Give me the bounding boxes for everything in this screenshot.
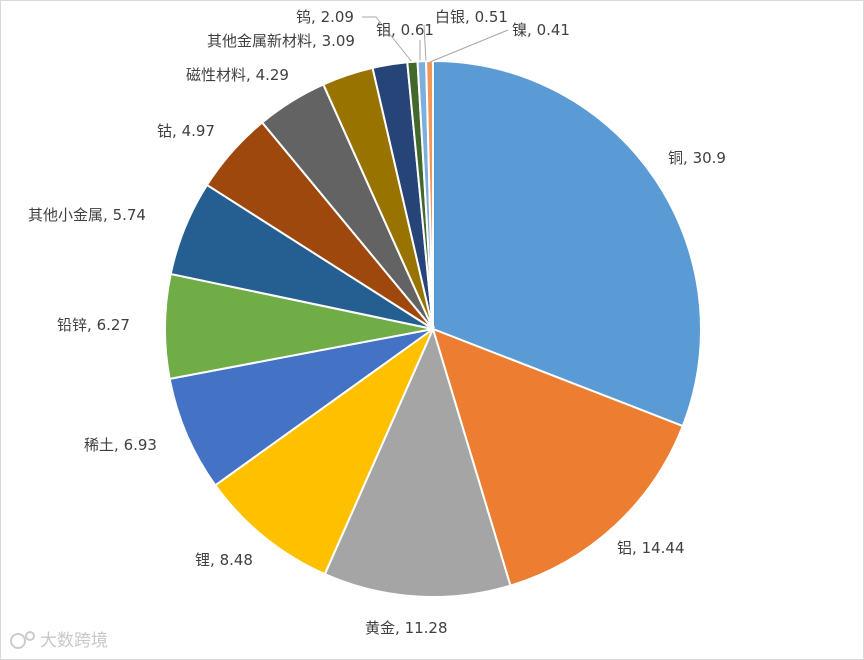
value-label: 3.09 — [322, 32, 355, 50]
category-label: 铅锌 — [57, 316, 87, 334]
value-label: 30.9 — [693, 149, 726, 167]
data-label: 磁性材料, 4.29 — [186, 66, 289, 84]
watermark-icon — [10, 631, 35, 649]
data-label: 镍, 0.41 — [512, 21, 570, 39]
value-label: 6.93 — [124, 436, 157, 454]
label-separator: , — [87, 316, 97, 334]
data-label: 其他小金属, 5.74 — [28, 206, 146, 224]
value-label: 8.48 — [220, 551, 253, 569]
data-label: 钨, 2.09 — [296, 8, 354, 26]
value-label: 0.41 — [537, 21, 570, 39]
data-label: 锂, 8.48 — [195, 551, 253, 569]
label-separator: , — [246, 66, 256, 84]
label-separator: , — [103, 206, 113, 224]
category-label: 其他金属新材料 — [207, 32, 312, 50]
category-label: 钴 — [157, 122, 172, 140]
pie-slice — [431, 327, 685, 587]
label-separator: , — [172, 122, 182, 140]
category-label: 钨 — [296, 8, 311, 26]
leader-line — [429, 29, 509, 63]
data-label: 铝, 14.44 — [617, 539, 685, 557]
data-label: 铜, 30.9 — [668, 149, 726, 167]
category-label: 锂 — [195, 551, 210, 569]
label-separator: , — [311, 8, 321, 26]
category-label: 磁性材料 — [186, 66, 246, 84]
label-separator: , — [465, 8, 475, 26]
label-separator: , — [632, 539, 642, 557]
label-separator: , — [312, 32, 322, 50]
data-label: 铅锌, 6.27 — [57, 316, 130, 334]
category-label: 镍 — [512, 21, 527, 39]
pie-slice — [432, 59, 702, 428]
category-label: 钼 — [376, 21, 391, 39]
pie-slice — [323, 326, 512, 598]
data-label: 黄金, 11.28 — [365, 619, 448, 637]
label-separator: , — [527, 21, 537, 39]
pie-slice — [168, 328, 434, 487]
value-label: 6.27 — [97, 316, 130, 334]
category-label: 铝 — [617, 539, 632, 557]
pie-slice — [213, 326, 436, 576]
value-label: 11.28 — [405, 619, 448, 637]
data-label: 钴, 4.97 — [157, 122, 215, 140]
data-label: 其他金属新材料, 3.09 — [207, 32, 355, 50]
data-label: 稀土, 6.93 — [84, 436, 157, 454]
value-label: 4.29 — [256, 66, 289, 84]
label-separator: , — [395, 619, 405, 637]
value-label: 4.97 — [182, 122, 215, 140]
value-label: 14.44 — [642, 539, 685, 557]
label-separator: , — [683, 149, 693, 167]
data-label: 钼, 0.61 — [376, 21, 434, 39]
value-label: 0.61 — [401, 21, 434, 39]
category-label: 白银 — [435, 8, 465, 26]
value-label: 2.09 — [321, 8, 354, 26]
category-label: 黄金 — [365, 619, 395, 637]
leader-line — [423, 24, 427, 63]
value-label: 5.74 — [113, 206, 146, 224]
category-label: 稀土 — [84, 436, 114, 454]
category-label: 其他小金属 — [28, 206, 103, 224]
category-label: 铜 — [668, 149, 683, 167]
data-label: 白银, 0.51 — [435, 8, 508, 26]
leader-line — [362, 16, 413, 63]
watermark: 大数跨境 — [40, 631, 108, 651]
label-separator: , — [210, 551, 220, 569]
label-separator: , — [391, 21, 401, 39]
value-label: 0.51 — [475, 8, 508, 26]
label-separator: , — [114, 436, 124, 454]
